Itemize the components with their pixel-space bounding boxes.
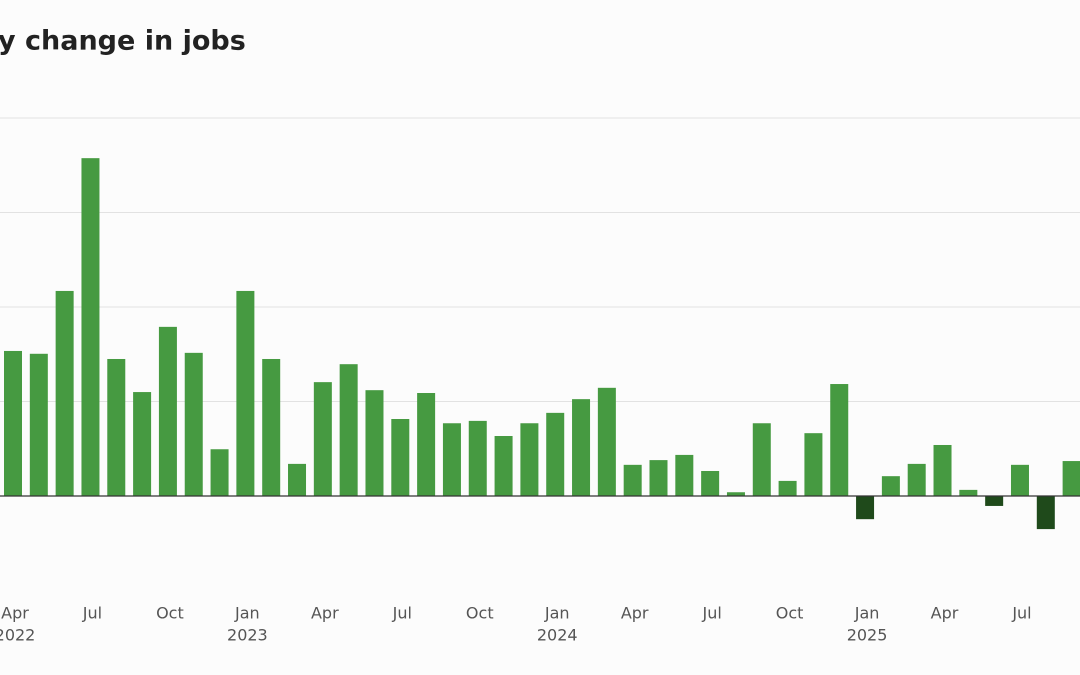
- bar: [391, 418, 410, 497]
- bar: [468, 420, 487, 497]
- bar: [649, 460, 668, 497]
- bar: [1036, 496, 1055, 530]
- bar: [442, 423, 461, 497]
- bar: [1062, 461, 1080, 497]
- x-tick-label: Jul: [392, 604, 412, 623]
- bar: [81, 158, 100, 497]
- bar: [4, 350, 22, 497]
- bar: [985, 496, 1004, 506]
- bar: [778, 480, 797, 497]
- bar: [752, 423, 771, 497]
- bar: [726, 492, 745, 497]
- chart-title: y change in jobs: [0, 26, 246, 57]
- bar: [29, 353, 48, 497]
- bar: [959, 489, 978, 497]
- bar: [546, 412, 565, 497]
- bar: [804, 433, 823, 497]
- bar: [262, 358, 281, 497]
- bar: [55, 290, 74, 497]
- bar: [520, 423, 539, 497]
- x-tick-label: Apr: [1, 604, 29, 623]
- x-tick-label: Jul: [1011, 604, 1031, 623]
- bar: [856, 496, 875, 520]
- bar: [933, 444, 952, 497]
- bar: [417, 393, 436, 497]
- bar: [288, 463, 307, 497]
- bar: [339, 364, 358, 497]
- bar: [107, 358, 126, 497]
- bar: [907, 463, 926, 497]
- bar: [313, 382, 332, 497]
- bar: [572, 399, 591, 497]
- bar: [494, 436, 513, 497]
- bar: [881, 476, 900, 497]
- x-tick-label: Apr: [311, 604, 339, 623]
- bar: [184, 352, 203, 497]
- x-tick-label: Jan: [234, 604, 260, 623]
- x-tick-label: Jul: [82, 604, 102, 623]
- x-year-label: 2024: [537, 626, 578, 645]
- bar: [133, 392, 152, 497]
- bar: [675, 454, 694, 497]
- x-year-label: 2022: [0, 626, 35, 645]
- bar: [623, 464, 642, 497]
- x-tick-label: Oct: [776, 604, 804, 623]
- x-tick-label: Oct: [156, 604, 184, 623]
- x-tick-label: Apr: [621, 604, 649, 623]
- bar: [1010, 464, 1029, 497]
- x-tick-label: Jan: [854, 604, 880, 623]
- bar: [365, 390, 384, 497]
- bar: [158, 326, 177, 497]
- x-tick-label: Jan: [544, 604, 570, 623]
- x-year-label: 2025: [847, 626, 888, 645]
- bar: [210, 449, 229, 497]
- bar: [597, 387, 616, 497]
- x-tick-label: Oct: [466, 604, 494, 623]
- x-tick-label: Jul: [701, 604, 721, 623]
- x-year-label: 2023: [227, 626, 268, 645]
- bar: [236, 290, 255, 497]
- bar: [701, 470, 720, 497]
- bar: [830, 384, 849, 497]
- x-tick-label: Apr: [931, 604, 959, 623]
